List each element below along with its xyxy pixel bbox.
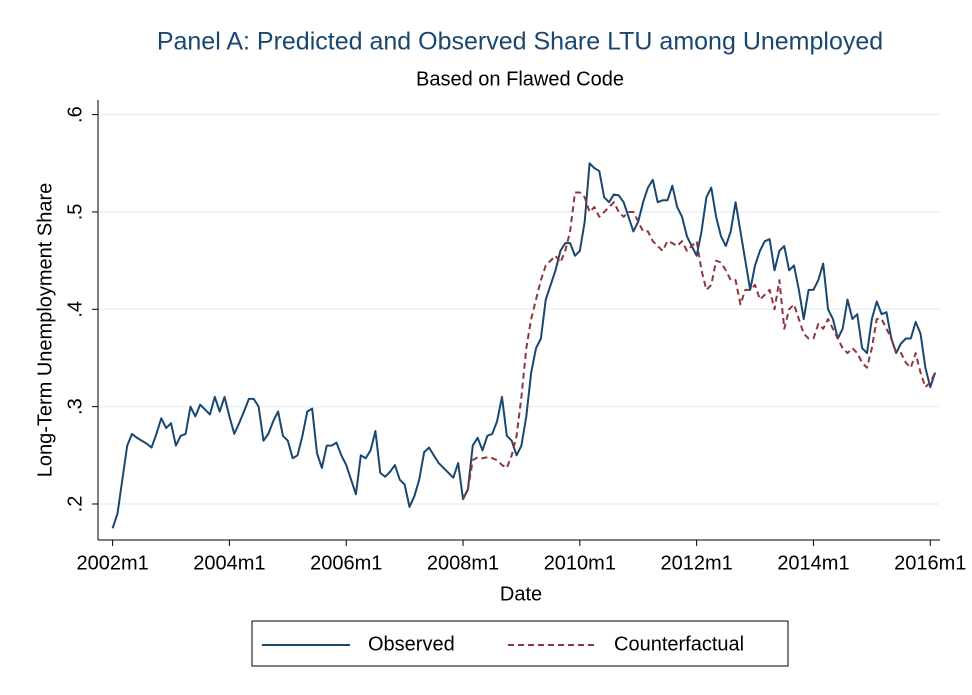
x-tick-label: 2004m1 — [193, 552, 265, 574]
x-tick-label: 2006m1 — [310, 552, 382, 574]
x-axis-label: Date — [500, 583, 542, 605]
x-tick-label: 2012m1 — [661, 552, 733, 574]
y-tick-label: .3 — [64, 398, 86, 415]
legend-box — [251, 620, 789, 667]
x-tick-label: 2002m1 — [76, 552, 148, 574]
x-tick-label: 2014m1 — [777, 552, 849, 574]
chart-title: Panel A: Predicted and Observed Share LT… — [157, 28, 883, 56]
x-tick-label: 2016m1 — [894, 552, 966, 574]
x-tick-label: 2010m1 — [544, 552, 616, 574]
chart-subtitle: Based on Flawed Code — [416, 68, 624, 90]
legend-label: Counterfactual — [614, 633, 744, 655]
y-tick-label: .4 — [64, 301, 86, 318]
y-tick-label: .2 — [64, 496, 86, 513]
legend-label: Observed — [368, 633, 455, 655]
x-tick-label: 2008m1 — [427, 552, 499, 574]
y-tick-label: .5 — [64, 204, 86, 221]
y-axis-label: Long-Term Unemployment Share — [34, 183, 56, 478]
series-line — [462, 191, 937, 500]
y-tick-label: .6 — [64, 106, 86, 123]
series-line — [111, 162, 937, 529]
